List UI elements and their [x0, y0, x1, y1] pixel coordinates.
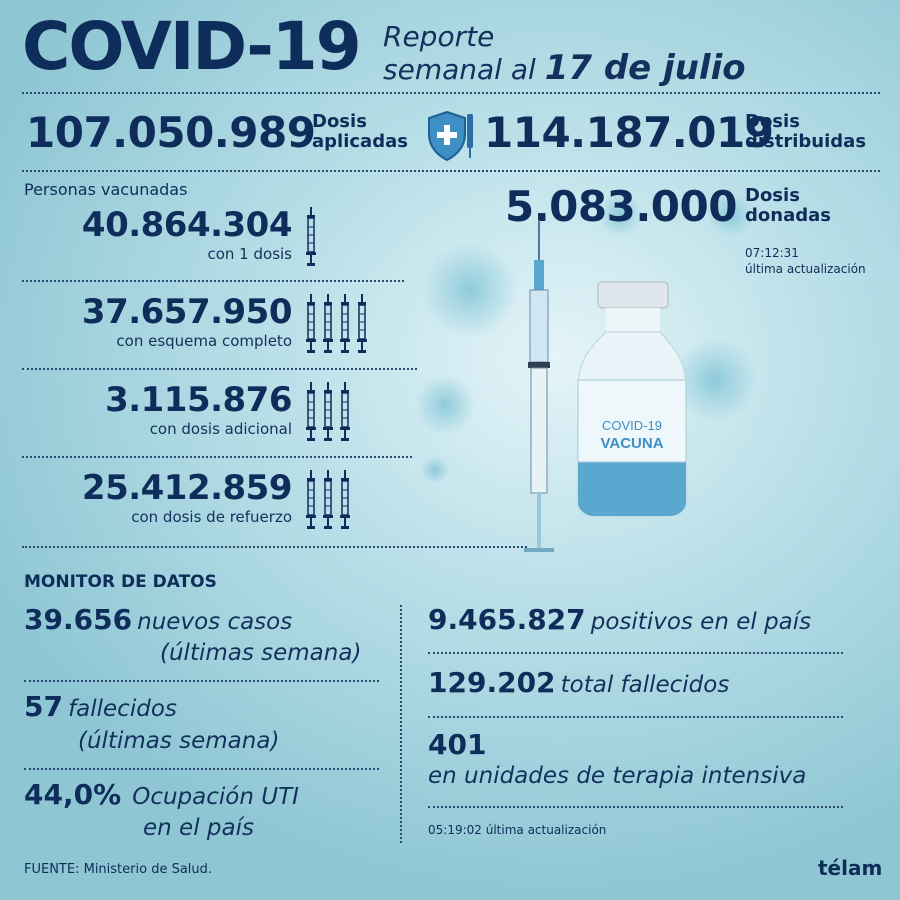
syringe-icon: [321, 294, 335, 360]
syringe-group: [304, 207, 321, 273]
positives-stat: 9.465.827 positivos en el país: [428, 603, 811, 636]
syringe-icon: [524, 220, 554, 552]
doses-donated-label-1: Dosis: [745, 185, 800, 206]
source-note: FUENTE: Ministerio de Salud.: [24, 862, 213, 877]
vaccine-illustration: COVID-19 VACUNA: [524, 220, 687, 552]
divider: [22, 368, 417, 370]
syringe-icon: [321, 382, 335, 448]
new-cases-stat: 39.656 nuevos casos: [24, 603, 292, 636]
deaths-label-1: fallecidos: [68, 696, 177, 722]
deaths-label-2: (últimas semana): [78, 728, 280, 754]
subtitle-line-2: semanal al: [383, 53, 536, 87]
page-title: COVID-19: [22, 8, 362, 85]
divider: [22, 456, 412, 458]
doses-donated-label-2: donadas: [745, 204, 831, 226]
vaccinated-label: con dosis de refuerzo: [131, 508, 292, 526]
new-cases-label-2: (últimas semana): [160, 640, 362, 666]
icu-occupancy-label-2: en el país: [143, 815, 254, 841]
vaccinated-row: 25.412.859 con dosis de refuerzo: [20, 468, 293, 526]
report-subtitle: Reporte semanal al 17 de julio: [383, 22, 746, 87]
doses-distributed-value: 114.187.019: [484, 108, 774, 157]
icu-occupancy-label-1: Ocupación UTI: [132, 784, 299, 810]
doses-update-time: 07:12:31: [745, 246, 799, 260]
icu-patients-label: en unidades de terapia intensiva: [428, 763, 807, 789]
subtitle-line-1: Reporte: [383, 20, 495, 53]
vaccinated-value: 40.864.304: [81, 205, 293, 245]
divider: [428, 652, 843, 654]
telam-logo: télam: [818, 856, 883, 880]
new-cases-label-1: nuevos casos: [137, 609, 293, 635]
doses-distributed-label-1: Dosis: [745, 111, 800, 132]
vaccinated-label: con dosis adicional: [149, 420, 292, 438]
syringe-icon: [355, 294, 369, 360]
icu-occupancy-value: 44,0%: [24, 778, 122, 811]
doses-applied-label-2: aplicadas: [312, 130, 408, 152]
doses-applied-label: Dosis aplicadas: [312, 112, 408, 152]
total-deaths-stat: 129.202 total fallecidos: [428, 666, 729, 699]
positives-label: positivos en el país: [590, 609, 812, 635]
doses-applied-label-1: Dosis: [312, 111, 367, 132]
report-date: 17 de julio: [544, 48, 746, 89]
vaccinated-value: 37.657.950: [81, 292, 293, 332]
monitor-update-info: 05:19:02 última actualización: [428, 823, 606, 837]
divider: [24, 768, 379, 770]
syringe-icon: [304, 207, 318, 273]
vial-label-line2: VACUNA: [600, 435, 663, 452]
total-deaths-value: 129.202: [428, 666, 556, 699]
divider: [22, 92, 880, 94]
vaccinated-row: 37.657.950 con esquema completo: [20, 292, 293, 350]
vaccinated-heading: Personas vacunadas: [24, 180, 188, 199]
vial-label-line1: COVID-19: [602, 418, 662, 433]
positives-value: 9.465.827: [428, 603, 586, 636]
divider: [22, 170, 880, 172]
new-cases-value: 39.656: [24, 603, 133, 636]
syringe-icon: [304, 294, 318, 360]
icu-patients-value: 401: [428, 728, 487, 761]
vaccinated-row: 3.115.876 con dosis adicional: [20, 380, 292, 438]
syringe-icon: [304, 382, 318, 448]
divider: [22, 546, 527, 548]
vaccinated-label: con 1 dosis: [207, 245, 292, 263]
vaccinated-value: 25.412.859: [81, 468, 293, 508]
divider: [428, 716, 843, 718]
syringe-group: [304, 470, 355, 536]
icu-occupancy-stat: 44,0% Ocupación UTI: [24, 778, 299, 811]
divider: [22, 280, 404, 282]
doses-distributed-label: Dosis distribuidas: [745, 112, 866, 152]
syringe-group: [304, 382, 355, 448]
vaccinated-label: con esquema completo: [116, 332, 292, 350]
syringe-icon: [338, 294, 352, 360]
syringe-icon: [338, 382, 352, 448]
deaths-stat: 57 fallecidos: [24, 690, 177, 723]
doses-distributed-label-2: distribuidas: [745, 130, 867, 152]
monitor-heading: MONITOR DE DATOS: [24, 572, 217, 592]
vial-icon: [577, 281, 687, 517]
doses-update-label: última actualización: [745, 261, 866, 276]
syringe-icon: [304, 470, 318, 536]
doses-applied-value: 107.050.989: [26, 108, 316, 157]
divider: [428, 806, 843, 808]
vaccinated-row: 40.864.304 con 1 dosis: [20, 205, 293, 263]
doses-update-info: 07:12:31 última actualización: [745, 246, 866, 277]
deaths-value: 57: [24, 690, 63, 723]
divider: [24, 680, 379, 682]
monitor-update-time: 05:19:02: [428, 823, 482, 837]
column-divider: [400, 605, 402, 843]
monitor-update-label: última actualización: [485, 823, 607, 837]
vaccinated-value: 3.115.876: [105, 380, 292, 420]
shield-vaccine-icon: [428, 110, 473, 162]
total-deaths-label: total fallecidos: [560, 672, 730, 698]
doses-donated-value: 5.083.000: [505, 182, 737, 231]
syringe-icon: [338, 470, 352, 536]
doses-donated-label: Dosis donadas: [745, 186, 831, 226]
syringe-icon: [321, 470, 335, 536]
syringe-group: [304, 294, 372, 360]
